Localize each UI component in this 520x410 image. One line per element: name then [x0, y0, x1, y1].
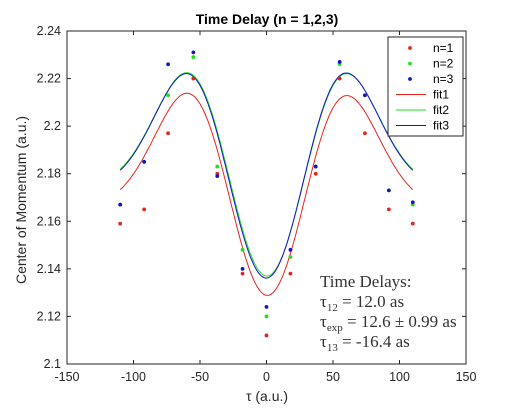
data-point-n=3: [166, 62, 170, 67]
data-point-n=3: [288, 247, 293, 252]
legend-box: [387, 36, 464, 137]
legend-label: n=1: [433, 41, 454, 55]
legend-label: fit2: [433, 103, 449, 117]
fit-line-fit1: [119, 92, 414, 296]
legend-label: fit1: [433, 88, 449, 102]
data-point-n=1: [264, 333, 269, 338]
annotation-line: τ12 = 12.0 as: [320, 292, 404, 314]
data-point-n=2: [240, 247, 245, 252]
data-point-n=1: [240, 271, 245, 276]
legend-label: n=3: [433, 72, 454, 86]
annotation-line: τ13 = -16.4 as: [320, 332, 410, 354]
data-point-n=3: [264, 305, 269, 309]
x-tick-label: 150: [456, 370, 477, 384]
data-point-n=1: [337, 76, 342, 81]
chart-marks: [118, 50, 415, 338]
data-point-n=3: [363, 93, 367, 98]
x-tick-label: -150: [54, 370, 79, 384]
y-tick-label: 2.1: [44, 357, 61, 371]
annotation-line: Time Delays:: [320, 272, 411, 291]
data-point-n=2: [264, 314, 269, 319]
x-tick-label: 0: [263, 370, 270, 384]
data-point-n=3: [410, 200, 415, 205]
x-tick-label: 100: [389, 370, 410, 384]
legend-marker-n=1: [408, 46, 412, 50]
annotation-line: τexp = 12.6 ± 0.99 as: [320, 312, 457, 334]
data-point-n=3: [337, 60, 342, 64]
y-tick-label: 2.2: [44, 119, 61, 133]
data-point-n=1: [386, 207, 391, 212]
y-tick-label: 2.18: [37, 167, 61, 181]
x-tick-label: -100: [121, 370, 146, 384]
data-point-n=1: [410, 221, 415, 226]
y-axis-label: Center of Momentum (a.u.): [13, 116, 29, 284]
legend-label: fit3: [433, 119, 449, 133]
x-axis-label: τ (a.u.): [246, 388, 288, 404]
fit-line-fit3: [119, 72, 414, 279]
data-point-n=3: [313, 164, 318, 169]
x-tick-label: -50: [191, 370, 209, 384]
data-point-n=3: [191, 50, 196, 55]
data-point-n=2: [166, 93, 170, 98]
legend-marker-n=3: [408, 77, 412, 81]
data-point-n=3: [118, 202, 123, 207]
data-point-n=1: [166, 131, 170, 136]
data-point-n=1: [313, 171, 318, 176]
data-point-n=1: [363, 131, 367, 136]
y-tick-label: 2.24: [37, 24, 61, 38]
data-point-n=2: [215, 164, 220, 169]
y-tick-label: 2.16: [37, 214, 61, 228]
y-tick-label: 2.12: [37, 309, 61, 323]
data-point-n=1: [288, 271, 293, 276]
data-point-n=2: [288, 255, 293, 259]
legend-label: n=2: [433, 57, 454, 71]
chart-title: Time Delay (n = 1,2,3): [196, 11, 339, 27]
data-point-n=1: [118, 221, 123, 226]
y-tick-label: 2.14: [37, 262, 61, 276]
data-point-n=1: [142, 207, 147, 212]
x-tick-label: 50: [326, 370, 340, 384]
y-tick-label: 2.22: [37, 72, 61, 86]
data-point-n=1: [191, 76, 196, 81]
data-point-n=3: [386, 188, 391, 193]
data-point-n=3: [142, 159, 147, 164]
data-point-n=2: [191, 55, 196, 60]
axis-ticks: -150 -100 -50 0 50 100 150 2.1 2.12 2.14 2.16 2.18 2…: [37, 24, 477, 384]
data-point-n=3: [215, 174, 220, 178]
legend-marker-n=2: [408, 61, 412, 66]
data-point-n=3: [240, 266, 245, 271]
